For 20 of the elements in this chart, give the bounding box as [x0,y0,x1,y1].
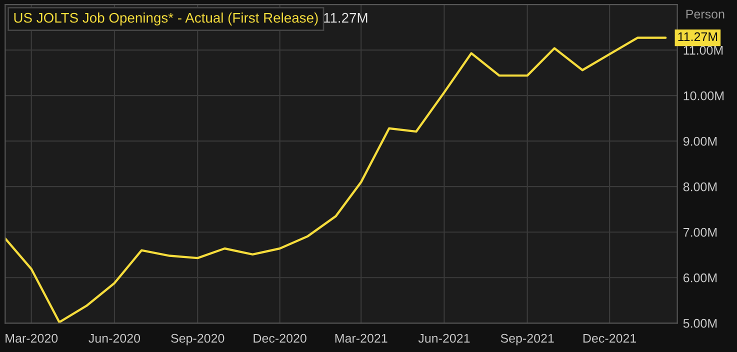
y-tick-label: 7.00M [684,228,717,237]
y-tick-label: 5.00M [683,318,717,328]
x-tick-label: Mar-2021 [335,334,388,343]
line-series [5,36,667,324]
y-tick-label: 9.00M [683,136,717,146]
x-tick-label: Dec-2021 [583,334,636,343]
x-tick-label: Dec-2020 [254,334,306,343]
y-tick-label: 8.00M [683,182,717,192]
annotation: 11.27M [678,32,718,42]
y-tick-label: 10.00M [684,91,724,100]
x-tick-label: Sep-2021 [500,334,554,346]
x-tick-label: Jun-2020 [88,334,140,343]
x-tick-label: Mar-2020 [6,334,58,343]
x-tick-label: Jun-2021 [418,334,470,343]
text: US JOLTS Job Openings* - Actual (First Release) [14,12,318,26]
y-axis-title: Person [686,10,724,19]
x-tick-label: Sep-2020 [171,334,224,346]
y-tick-label: 11.00M [684,46,723,55]
y-tick-label: 6.00M [683,273,717,282]
annotation: 11.27M [324,12,368,23]
